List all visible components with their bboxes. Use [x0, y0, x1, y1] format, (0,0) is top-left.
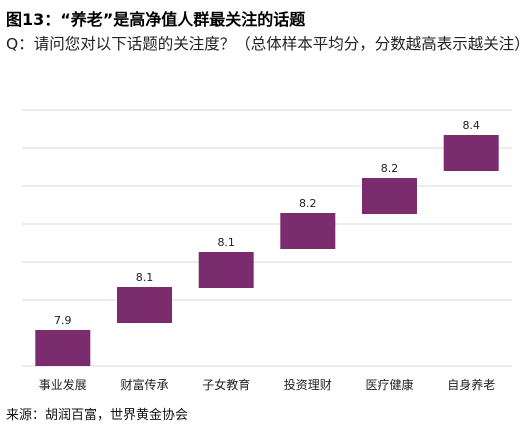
category-label-3: 子女教育 [202, 377, 250, 392]
category-labels: 事业发展 财富传承 子女教育 投资理财 医疗健康 自身养老 [39, 377, 495, 392]
value-labels: 7.9 8.1 8.1 8.2 8.2 8.4 [54, 119, 480, 327]
category-label-5: 医疗健康 [365, 377, 413, 392]
value-label-5: 8.2 [381, 162, 399, 175]
chart-title: 图13：“养老”是高净值人群最关注的话题 [6, 10, 306, 29]
bar-1 [35, 330, 91, 366]
value-label-3: 8.1 [217, 236, 235, 249]
gridlines [22, 109, 512, 367]
value-label-2: 8.1 [136, 271, 154, 284]
chart-subtitle: Q：请问您对以下话题的关注度？（总体样本平均分，分数越高表示越关注） [6, 35, 530, 53]
bar-5 [362, 178, 417, 214]
bar-4 [280, 213, 336, 249]
category-label-2: 财富传承 [120, 377, 168, 392]
source-note: 来源：胡润百富，世界黄金协会 [6, 408, 189, 423]
category-label-4: 投资理财 [284, 377, 332, 392]
value-label-4: 8.2 [299, 197, 317, 210]
category-label-6: 自身养老 [447, 377, 495, 392]
bar-6 [443, 135, 499, 171]
value-label-6: 8.4 [462, 119, 480, 132]
bars [35, 135, 499, 366]
category-label-1: 事业发展 [39, 377, 87, 392]
value-label-1: 7.9 [54, 314, 72, 327]
bar-2 [117, 287, 172, 323]
bar-3 [198, 252, 254, 288]
